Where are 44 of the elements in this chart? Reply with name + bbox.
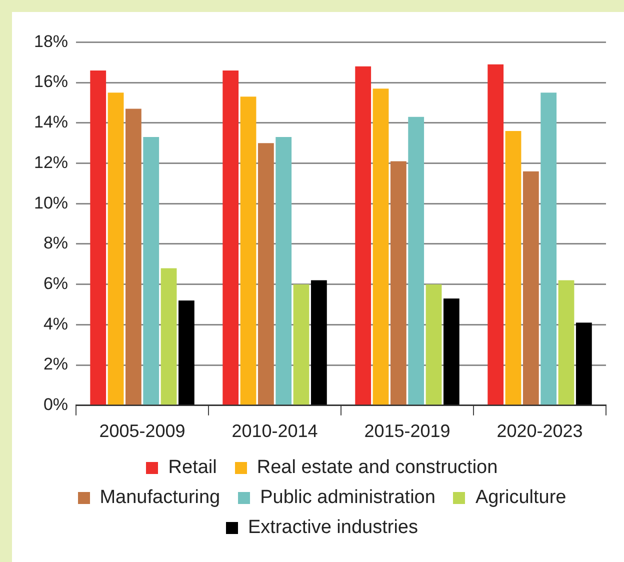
bar: [505, 130, 522, 405]
x-tick-label: 2005-2009: [99, 421, 186, 442]
bar: [108, 92, 124, 405]
bar: [488, 64, 504, 405]
y-tick-label: 14%: [34, 112, 68, 132]
bar: [258, 143, 274, 405]
x-tick-label: 2010-2014: [232, 421, 318, 442]
bar: [426, 284, 442, 405]
bar: [522, 171, 539, 405]
legend-label: Real estate and construction: [256, 457, 498, 479]
y-tick-label: 4%: [43, 314, 68, 334]
legend-label: Agriculture: [475, 487, 566, 509]
y-tick-label: 12%: [34, 152, 68, 172]
bar: [408, 116, 424, 405]
legend-label: Public administration: [260, 487, 436, 509]
y-tick-label: 2%: [43, 354, 68, 374]
y-tick-label: 8%: [43, 234, 68, 253]
legend-label: Retail: [168, 457, 217, 479]
bar: [390, 161, 406, 405]
y-tick-label: 16%: [34, 72, 68, 92]
bar: [143, 137, 160, 405]
x-tick-label: 2015-2019: [364, 421, 450, 442]
y-tick-label: 10%: [34, 193, 68, 212]
bar: [310, 280, 327, 405]
bar: [240, 96, 256, 405]
legend-label: Manufacturing: [100, 487, 220, 509]
y-tick-label: 18%: [34, 32, 68, 51]
bar: [558, 280, 574, 405]
bar: [293, 284, 310, 405]
bar: [90, 70, 106, 405]
bar: [372, 88, 389, 405]
bar: [576, 322, 592, 405]
y-tick-label: 0%: [43, 395, 68, 414]
bar: [540, 92, 557, 405]
bar: [276, 137, 292, 405]
bar: [222, 70, 239, 405]
bar: [355, 66, 372, 405]
bar: [125, 108, 142, 405]
x-tick-label: 2020-2023: [496, 421, 583, 442]
bar: [178, 300, 194, 405]
bar: [160, 268, 177, 405]
legend-label: Extractive industries: [248, 517, 418, 539]
y-tick-label: 6%: [43, 274, 68, 294]
bar: [443, 298, 460, 405]
